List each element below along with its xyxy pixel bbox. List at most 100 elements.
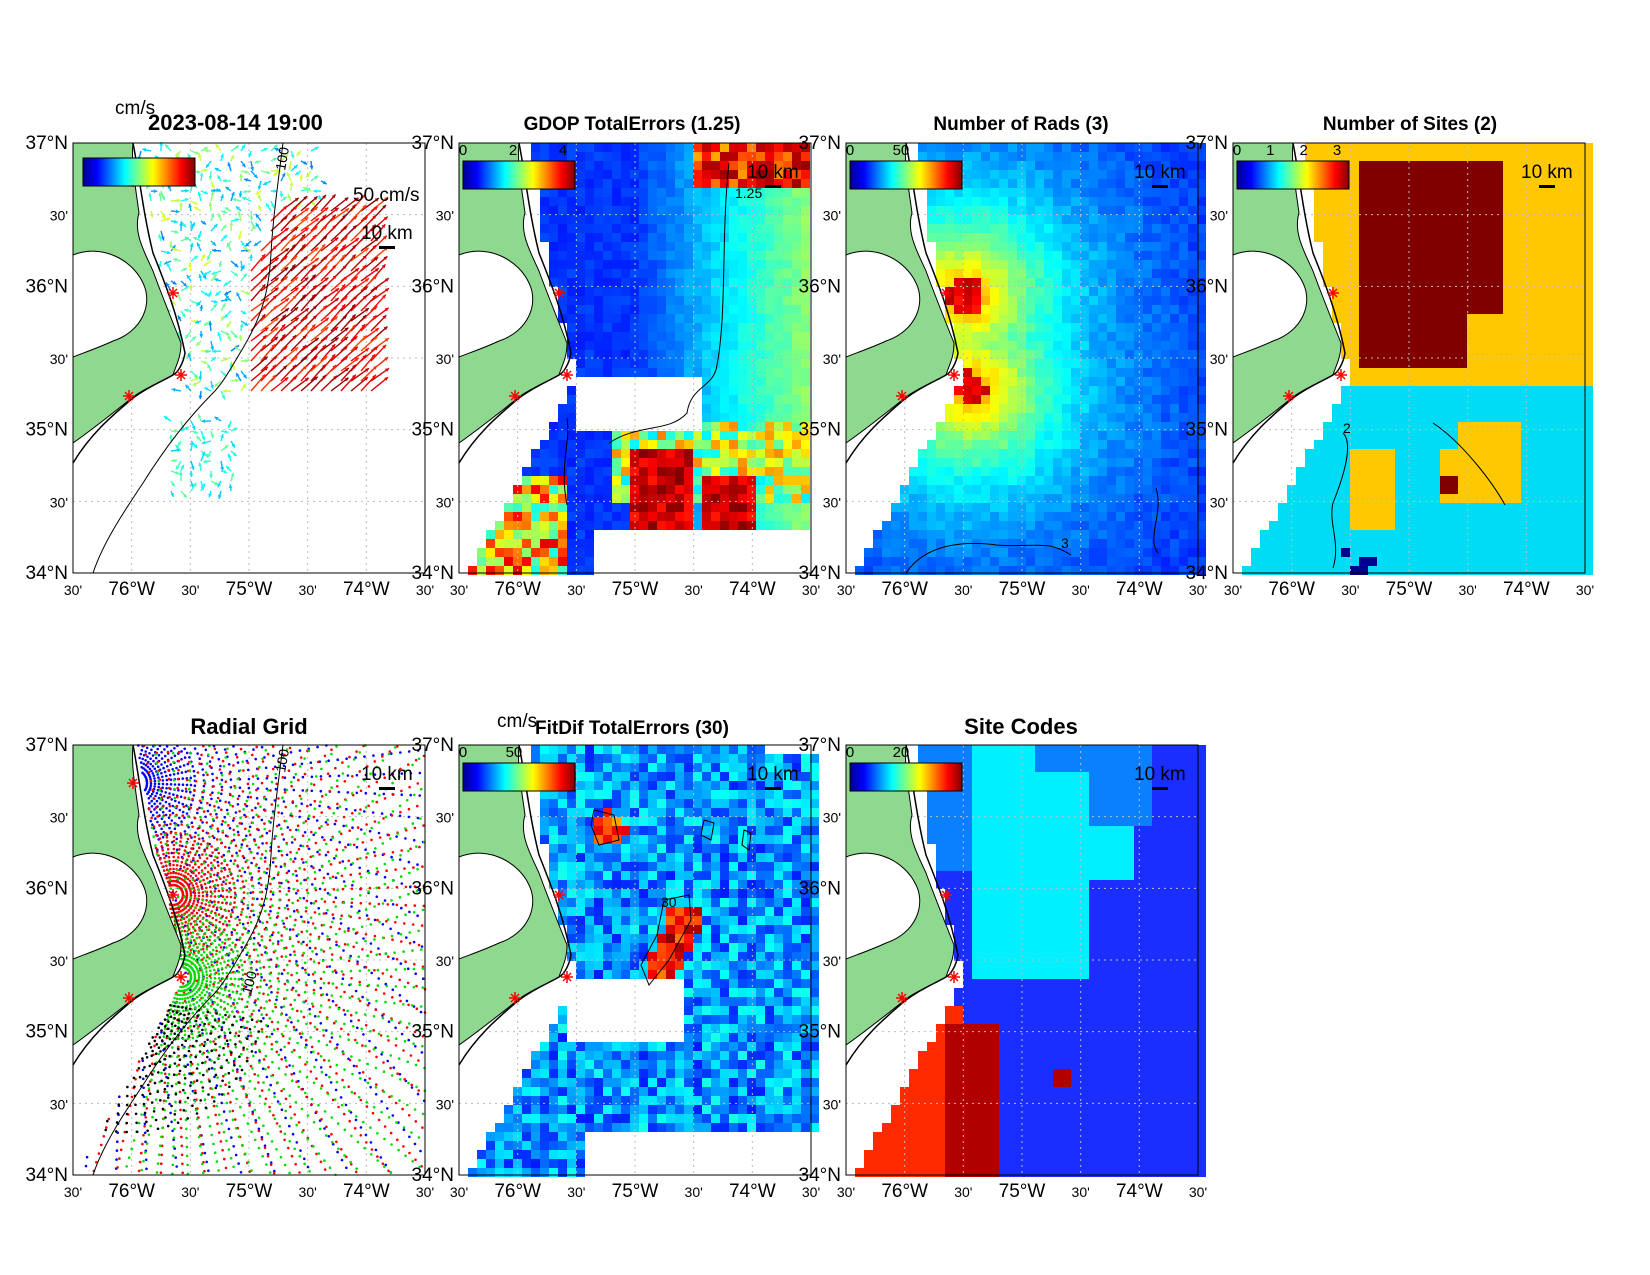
nsites-cell xyxy=(1332,197,1341,206)
gdop-cell xyxy=(648,251,657,260)
nrads-cell xyxy=(1161,467,1170,476)
gdop-cell xyxy=(657,152,666,161)
gdop-cell xyxy=(693,314,702,323)
arrow-head xyxy=(301,244,306,249)
arrow-head xyxy=(220,153,224,158)
gdop-cell xyxy=(783,296,792,305)
arrow-head xyxy=(214,167,219,172)
gdop-cell xyxy=(774,332,783,341)
arrow-head xyxy=(220,194,224,199)
nrads-cell xyxy=(1071,539,1080,548)
nsites-cell xyxy=(1359,242,1368,251)
nrads-cell xyxy=(1053,386,1062,395)
gdop-cell xyxy=(594,170,603,179)
nrads-cell xyxy=(1107,251,1116,260)
nrads-cell xyxy=(1125,161,1134,170)
arrow-icon xyxy=(270,307,290,322)
arrow-head xyxy=(166,217,171,222)
gdop-cell xyxy=(621,143,630,152)
nrads-cell xyxy=(1170,305,1179,314)
arrow-head xyxy=(211,271,216,275)
arrow-head xyxy=(184,197,189,202)
nrads-cell xyxy=(1107,215,1116,224)
nrads-cell xyxy=(972,323,981,332)
arrow-head xyxy=(353,215,357,220)
arrow-head xyxy=(261,314,266,319)
nrads-cell xyxy=(1008,449,1017,458)
arrow-head xyxy=(314,175,319,180)
arrow-head xyxy=(365,278,369,282)
nrads-cell xyxy=(1044,395,1053,404)
gdop-cell xyxy=(558,521,567,530)
nrads-cell xyxy=(1170,197,1179,206)
gdop-cell xyxy=(603,278,612,287)
nrads-cell xyxy=(1008,395,1017,404)
gdop-cell xyxy=(765,224,774,233)
arrow-icon xyxy=(230,191,235,202)
arrow-shaft xyxy=(290,307,310,322)
nrads-cell xyxy=(963,341,972,350)
arrow-head xyxy=(241,242,245,247)
gdop-cell xyxy=(729,206,738,215)
arrow-head xyxy=(273,189,278,194)
gdop-cell xyxy=(792,368,801,377)
arrow-icon xyxy=(214,290,222,297)
gdop-cell xyxy=(765,368,774,377)
nsites-cell xyxy=(1485,215,1494,224)
gdop-cell xyxy=(729,431,738,440)
nrads-cell xyxy=(1035,485,1044,494)
nrads-cell xyxy=(1161,188,1170,197)
arrow-head xyxy=(199,172,204,177)
gdop-cell xyxy=(801,170,810,179)
nrads-cell xyxy=(1152,278,1161,287)
gdop-cell xyxy=(738,314,747,323)
nrads-cell xyxy=(1170,530,1179,539)
gdop-cell xyxy=(576,503,585,512)
gdop-cell xyxy=(603,467,612,476)
nrads-cell xyxy=(873,566,882,575)
arrow-head xyxy=(304,217,309,221)
nrads-cell xyxy=(927,467,936,476)
nrads-cell xyxy=(945,197,954,206)
gdop-cell xyxy=(792,467,801,476)
nrads-cell xyxy=(963,566,972,575)
gdop-cell xyxy=(657,323,666,332)
nrads-cell xyxy=(1134,440,1143,449)
arrow-shaft xyxy=(300,293,316,312)
gdop-cell xyxy=(558,224,567,233)
gdop-cell xyxy=(702,521,711,530)
nrads-cell xyxy=(1062,233,1071,242)
arrow-icon xyxy=(350,247,370,262)
gdop-cell xyxy=(540,503,549,512)
gdop-cell xyxy=(747,206,756,215)
nsites-cell xyxy=(1575,179,1584,188)
gdop-cell xyxy=(549,566,558,575)
gdop-cell xyxy=(684,485,693,494)
gdop-cell xyxy=(801,458,810,467)
nrads-cell xyxy=(1143,548,1152,557)
nsites-cell xyxy=(1323,197,1332,206)
gdop-cell xyxy=(549,251,558,260)
nrads-cell xyxy=(936,242,945,251)
gdop-cell xyxy=(621,368,630,377)
nrads-cell xyxy=(963,287,972,296)
nrads-cell xyxy=(954,323,963,332)
arrow-icon xyxy=(330,196,349,212)
gdop-cell xyxy=(576,260,585,269)
nsites-cell xyxy=(1422,188,1431,197)
arrow-icon xyxy=(262,180,272,186)
gdop-cell xyxy=(495,566,504,575)
arrow-head xyxy=(186,274,191,279)
nrads-cell xyxy=(1062,197,1071,206)
nrads-cell xyxy=(1152,449,1161,458)
arrow-head xyxy=(283,216,288,221)
gdop-cell xyxy=(486,530,495,539)
nrads-cell xyxy=(1089,206,1098,215)
arrow-icon xyxy=(310,214,327,232)
nrads-cell xyxy=(954,404,963,413)
gdop-cell xyxy=(594,368,603,377)
nrads-cell xyxy=(1008,269,1017,278)
nrads-cell xyxy=(1071,440,1080,449)
gdop-cell xyxy=(774,368,783,377)
arrow-shaft xyxy=(350,295,368,312)
